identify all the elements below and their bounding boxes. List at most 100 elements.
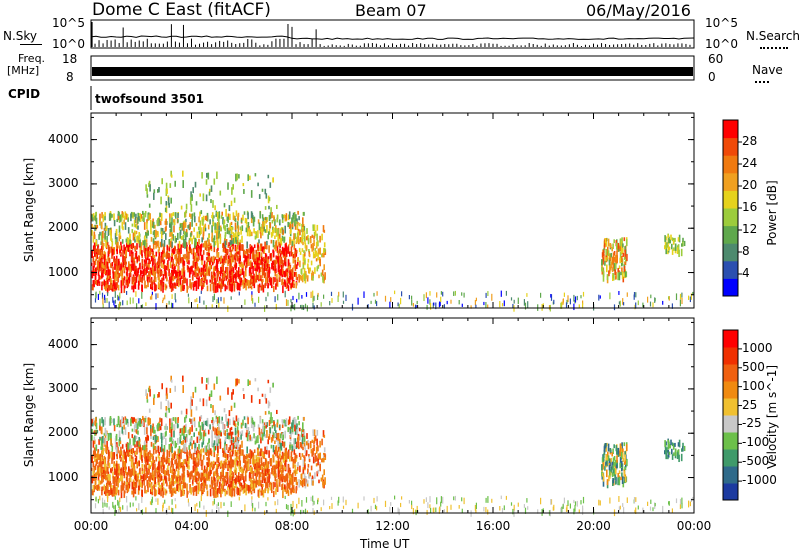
echo-cell — [271, 467, 273, 475]
echo-cell — [303, 238, 306, 242]
echo-cell — [110, 482, 112, 490]
echo-cell — [169, 388, 172, 393]
echo-cell — [174, 440, 177, 449]
echo-cell — [161, 487, 164, 492]
echo-cell — [206, 484, 208, 490]
echo-cell — [94, 485, 97, 490]
echo-cell — [318, 274, 320, 279]
echo-cell — [195, 266, 198, 271]
echo-cell — [301, 437, 304, 445]
echo-cell — [189, 418, 191, 422]
echo-cell — [198, 473, 201, 478]
echo-cell — [128, 261, 130, 267]
echo-cell — [288, 429, 291, 434]
echo-cell — [167, 465, 169, 474]
echo-cell — [191, 219, 193, 227]
echo-cell — [135, 269, 137, 275]
echo-cell — [169, 446, 172, 453]
echo-cell — [199, 296, 201, 304]
echo-cell — [260, 490, 263, 496]
echo-cell — [201, 442, 203, 448]
echo-cell — [183, 425, 186, 433]
echo-cell — [108, 462, 111, 469]
echo-cell — [188, 238, 191, 243]
echo-cell — [195, 471, 198, 476]
echo-cell — [104, 294, 106, 300]
echo-cell — [181, 223, 183, 231]
echo-cell — [209, 259, 211, 266]
echo-cell — [157, 249, 160, 254]
echo-cell — [179, 257, 182, 262]
echo-cell — [160, 279, 162, 286]
power-panel — [90, 112, 695, 313]
echo-cell — [176, 487, 178, 492]
echo-cell — [249, 380, 251, 385]
echo-cell — [125, 455, 127, 462]
echo-cell — [690, 293, 692, 300]
echo-cell — [230, 461, 233, 469]
echo-cell — [289, 224, 292, 230]
echo-cell — [207, 462, 209, 468]
echo-cell — [219, 233, 222, 239]
echo-cell — [118, 296, 120, 301]
echo-cell — [106, 281, 108, 289]
echo-cell — [207, 224, 210, 230]
echo-cell — [182, 459, 185, 464]
echo-cell — [95, 217, 98, 225]
echo-cell — [137, 267, 140, 274]
echo-cell — [268, 215, 271, 222]
echo-cell — [253, 483, 256, 489]
echo-cell — [145, 456, 148, 463]
echo-cell — [210, 199, 212, 204]
echo-cell — [255, 252, 258, 258]
echo-cell — [255, 249, 257, 254]
echo-cell — [255, 261, 257, 265]
echo-cell — [273, 432, 275, 439]
echo-cell — [120, 241, 122, 247]
echo-cell — [263, 267, 265, 276]
echo-cell — [155, 251, 158, 257]
echo-cell — [607, 246, 609, 252]
echo-cell — [110, 438, 112, 446]
echo-cell — [275, 303, 277, 310]
echo-cell — [161, 228, 164, 236]
echo-cell — [612, 259, 615, 266]
echo-cell — [185, 408, 188, 415]
echo-cell — [205, 420, 208, 427]
echo-cell — [299, 442, 302, 448]
echo-cell — [92, 280, 95, 286]
echo-cell — [276, 409, 278, 415]
echo-cell — [164, 227, 167, 232]
echo-cell — [126, 419, 129, 424]
echo-cell — [142, 210, 144, 216]
echo-cell — [223, 248, 226, 253]
echo-cell — [196, 468, 199, 472]
echo-cell — [148, 258, 150, 265]
echo-cell — [613, 251, 616, 256]
echo-cell — [217, 240, 219, 248]
echo-cell — [148, 465, 150, 473]
echo-cell — [274, 466, 276, 475]
echo-cell — [624, 261, 627, 266]
echo-cell — [96, 252, 99, 259]
echo-cell — [682, 241, 684, 247]
echo-cell — [389, 301, 391, 309]
echo-cell — [162, 448, 164, 452]
echo-cell — [263, 217, 265, 221]
echo-cell — [566, 299, 568, 304]
echo-cell — [163, 464, 165, 470]
echo-cell — [260, 285, 263, 291]
echo-cell — [122, 460, 124, 468]
echo-cell — [268, 410, 270, 415]
echo-cell — [202, 276, 205, 281]
echo-cell — [158, 482, 160, 488]
echo-cell — [274, 271, 277, 277]
echo-cell — [111, 419, 113, 423]
echo-cell — [179, 482, 182, 491]
echo-cell — [172, 474, 174, 481]
echo-cell — [277, 294, 279, 301]
echo-cell — [249, 245, 252, 249]
echo-cell — [204, 273, 207, 281]
echo-cell — [137, 271, 139, 276]
echo-cell — [186, 437, 188, 443]
